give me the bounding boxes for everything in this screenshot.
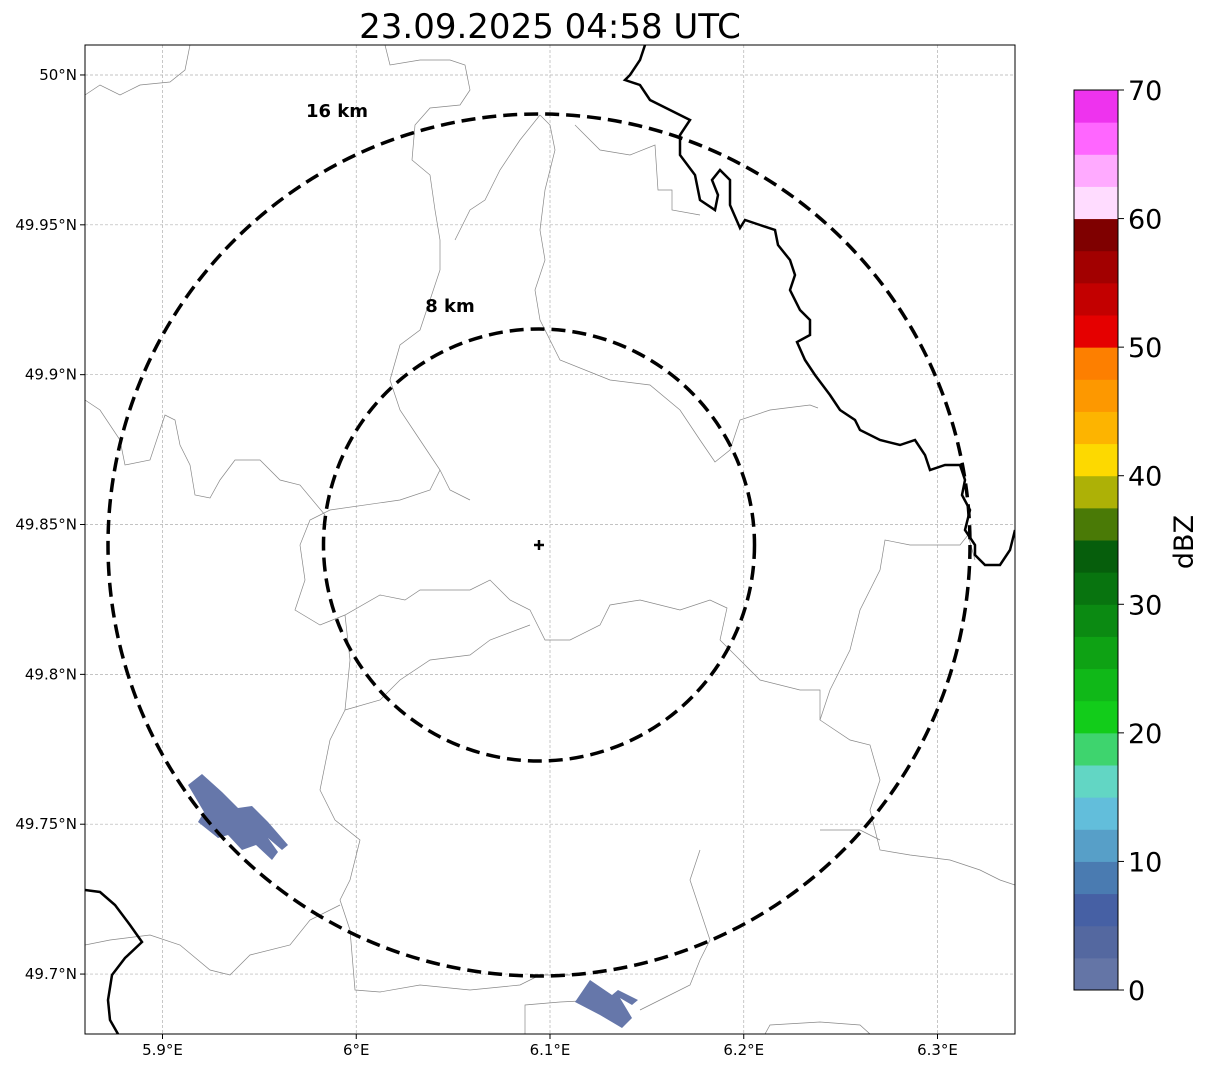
echo-south [575, 980, 638, 1028]
colorbar-tick-label: 40 [1128, 462, 1162, 493]
gridlines [85, 45, 1015, 1034]
colorbar-bin [1074, 636, 1118, 670]
range-ring-8km [321, 327, 757, 763]
colorbar-bin [1074, 700, 1118, 734]
colorbar-bin [1074, 572, 1118, 605]
lon-tick-label: 6°E [343, 1041, 370, 1059]
lat-tick-label: 49.7°N [25, 965, 77, 983]
colorbar-label: dBZ [1169, 515, 1200, 569]
lon-tick-label: 6.1°E [530, 1041, 571, 1059]
colorbar-bin [1074, 443, 1118, 477]
colorbar-bin [1074, 507, 1118, 541]
colorbar-bin [1074, 379, 1118, 412]
lon-tick-label: 6.3°E [917, 1041, 958, 1059]
colorbar-bin [1074, 732, 1118, 766]
colorbar-bin [1074, 604, 1118, 637]
colorbar-frame [1073, 89, 1119, 991]
colorbar-bin [1074, 475, 1118, 509]
colorbar-tick-label: 10 [1128, 847, 1162, 878]
colorbar-bin [1074, 861, 1118, 895]
echo-southwest [188, 774, 288, 860]
range-ring-label-16km: 16 km [306, 101, 368, 122]
lat-tick-label: 49.75°N [15, 815, 77, 833]
lon-tick-label: 6.2°E [723, 1041, 764, 1059]
colorbar-bin [1074, 925, 1118, 959]
colorbar-tick-label: 30 [1128, 590, 1162, 621]
colorbar-bin [1074, 797, 1118, 830]
radar-center-marker [534, 540, 544, 550]
range-ring-16km [106, 112, 972, 978]
colorbar-tick-label: 70 [1128, 76, 1162, 107]
colorbar-tick-label: 0 [1128, 976, 1145, 1007]
colorbar-bin [1074, 154, 1118, 187]
lat-tick-label: 49.8°N [25, 665, 77, 683]
lat-tick-label: 49.9°N [25, 366, 77, 384]
colorbar-bin [1074, 122, 1118, 155]
lat-tick-label: 49.95°N [15, 216, 77, 234]
colorbar-bin [1074, 218, 1118, 252]
colorbar-tick-label: 20 [1128, 719, 1162, 750]
colorbar: 0 10 20 30 40 50 60 70 [1073, 76, 1162, 1007]
admin-borders [85, 45, 1015, 1034]
colorbar-tick-label: 50 [1128, 333, 1162, 364]
colorbar-bin [1074, 282, 1118, 316]
colorbar-bin [1074, 411, 1118, 445]
colorbar-bin [1074, 829, 1118, 862]
lon-ticks: 5.9°E 6°E 6.1°E 6.2°E 6.3°E [142, 1034, 958, 1059]
range-rings [106, 112, 972, 978]
colorbar-tick-label: 60 [1128, 205, 1162, 236]
colorbar-bin [1074, 540, 1118, 573]
colorbar-bin [1074, 186, 1118, 220]
map-area[interactable]: 8 km 16 km [85, 45, 1015, 1034]
colorbar-bin [1074, 957, 1118, 991]
lat-tick-label: 50°N [39, 66, 77, 84]
colorbar-bin [1074, 347, 1118, 380]
colorbar-bin [1074, 315, 1118, 348]
colorbar-bin [1074, 90, 1118, 123]
range-ring-label-8km: 8 km [425, 296, 475, 317]
lat-ticks: 50°N 49.95°N 49.9°N 49.85°N 49.8°N 49.75°N 49.… [15, 66, 85, 983]
colorbar-bin [1074, 893, 1118, 927]
national-borders [85, 45, 1015, 1034]
lat-tick-label: 49.85°N [15, 516, 77, 534]
colorbar-bin [1074, 765, 1118, 798]
chart-title: 23.09.2025 04:58 UTC [359, 7, 741, 47]
colorbar-bin [1074, 668, 1118, 702]
radar-echoes [188, 774, 638, 1028]
lon-tick-label: 5.9°E [142, 1041, 183, 1059]
colorbar-bin [1074, 250, 1118, 284]
